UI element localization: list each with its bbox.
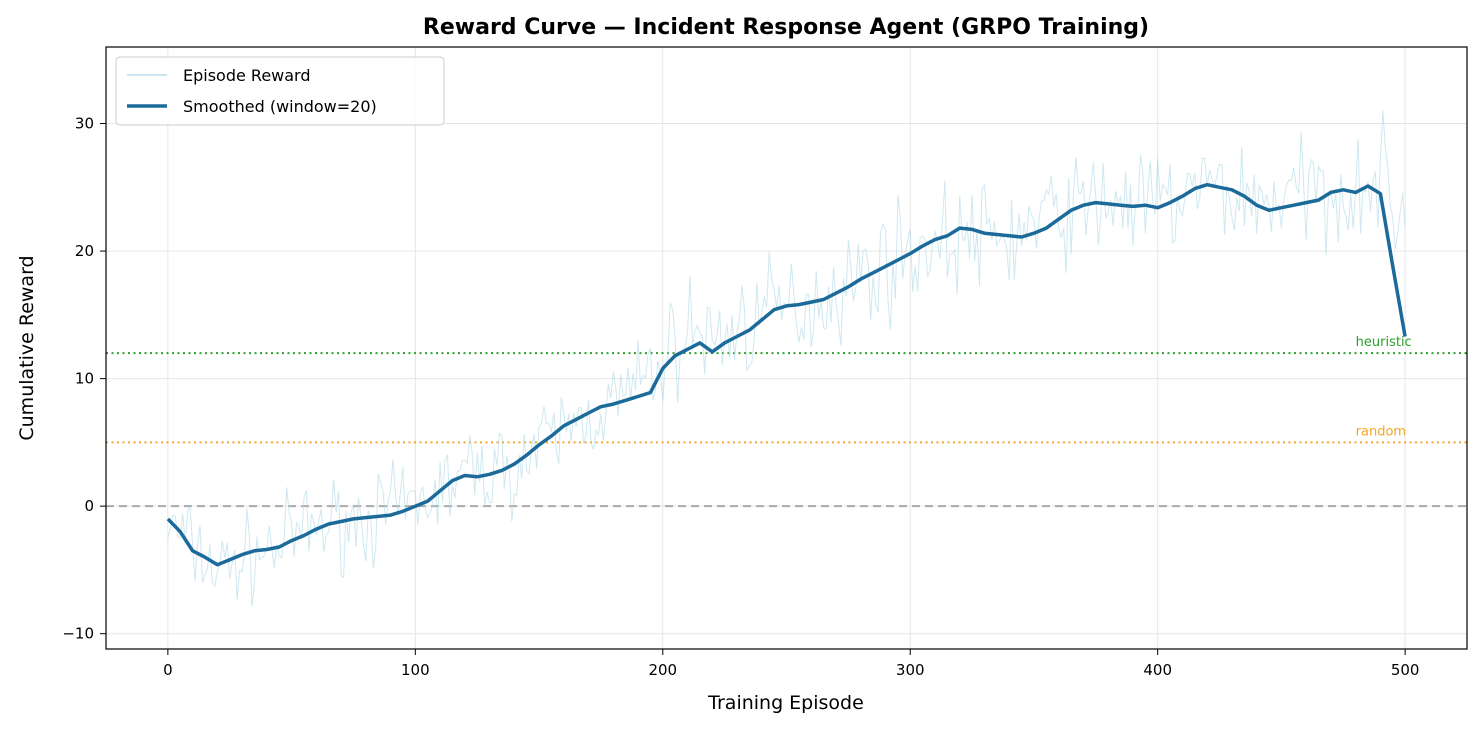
random-reference-label: random (1356, 424, 1406, 439)
y-axis-label: Cumulative Reward (16, 255, 38, 440)
y-tick-label: 30 (75, 115, 94, 133)
legend: Episode Reward Smoothed (window=20) (115, 56, 445, 126)
grid (106, 47, 1467, 649)
episode-reward-line (167, 110, 1406, 607)
x-tick-label: 400 (1143, 661, 1172, 679)
legend-label-smoothed: Smoothed (window=20) (183, 97, 377, 116)
x-tick-label: 300 (896, 661, 925, 679)
reference-lines: heuristic random (106, 335, 1467, 508)
series (166, 110, 1407, 607)
x-tick-label: 0 (163, 661, 173, 679)
chart-title: Reward Curve — Incident Response Agent (… (423, 15, 1149, 40)
ticks: 0 100 200 300 400 500 −10 0 10 20 30 (62, 115, 1419, 679)
x-axis-label: Training Episode (707, 692, 864, 714)
y-tick-label: 20 (75, 242, 94, 260)
x-tick-label: 500 (1391, 661, 1420, 679)
x-tick-label: 100 (401, 661, 430, 679)
legend-label-episode-reward: Episode Reward (183, 66, 311, 85)
y-tick-label: 0 (84, 497, 94, 515)
x-tick-label: 200 (648, 661, 677, 679)
heuristic-reference-label: heuristic (1356, 335, 1412, 350)
smoothed-reward-line (166, 182, 1407, 567)
y-tick-label: 10 (75, 370, 94, 388)
y-tick-label: −10 (62, 625, 94, 643)
legend-box (115, 56, 445, 126)
plot-frame (105, 46, 1468, 650)
